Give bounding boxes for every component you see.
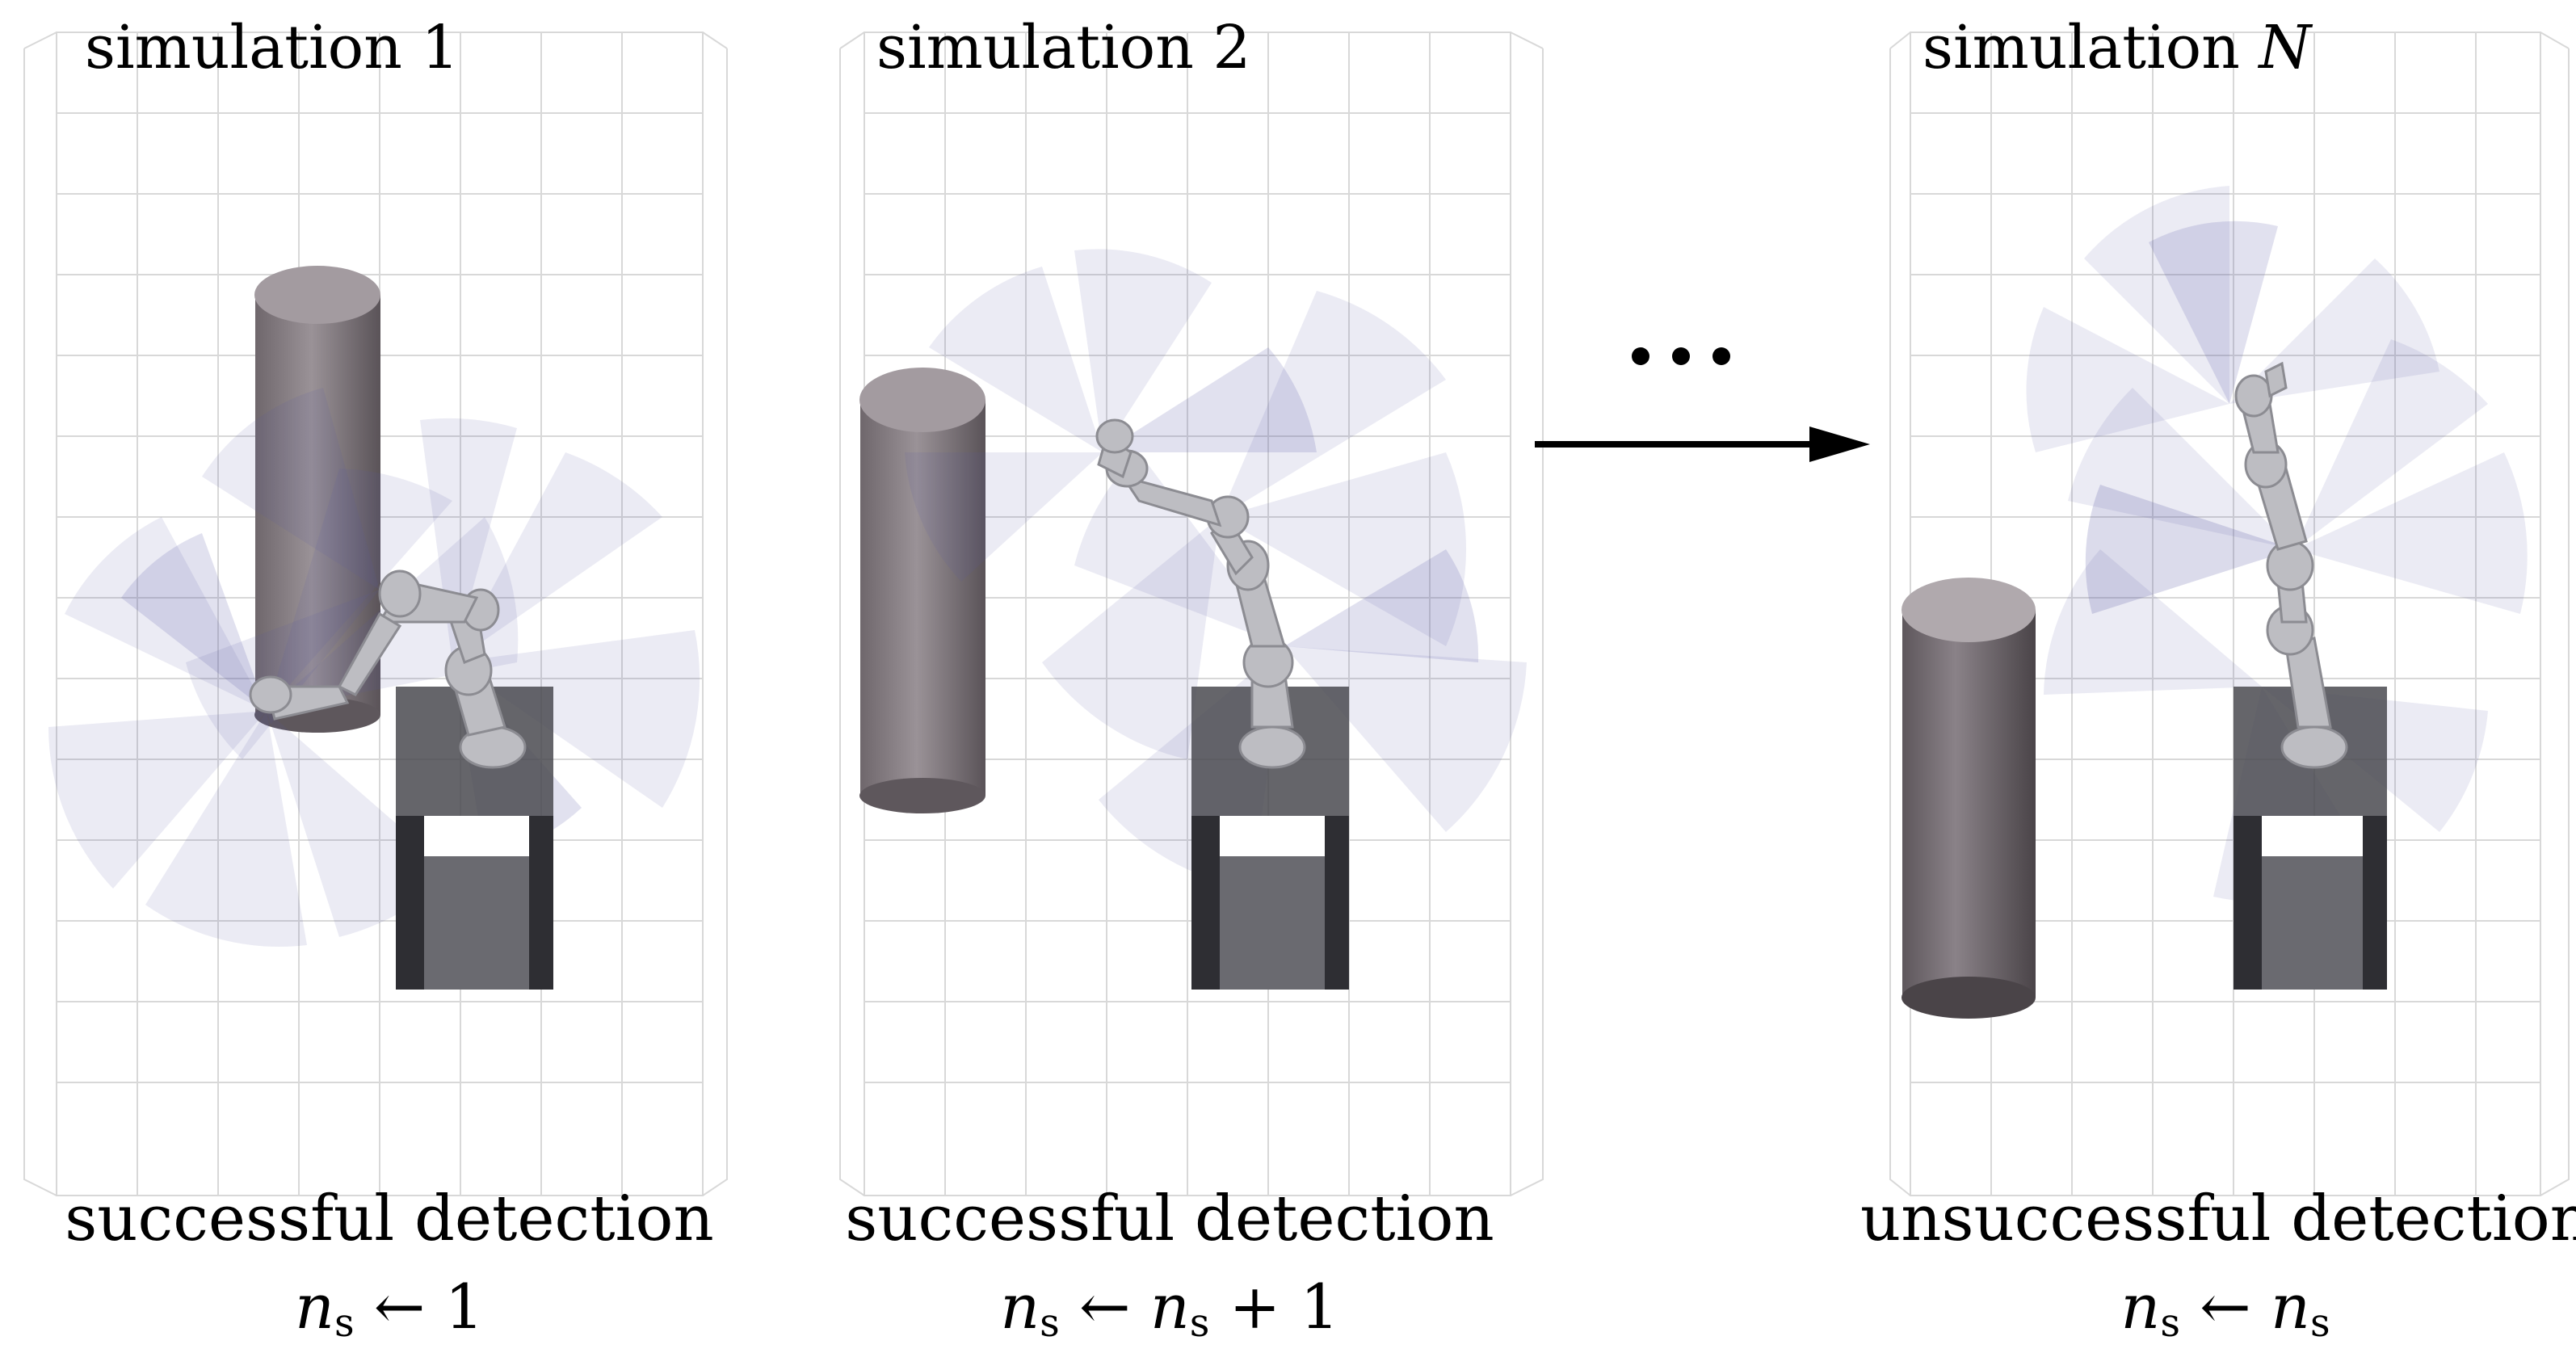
formula-rhs-op: + [1229,1271,1281,1343]
title-prefix: simulation [85,13,402,82]
simulation-panel-N: simulation N [1874,0,2576,1204]
formula-lhs: n [1000,1271,1040,1343]
title-prefix: simulation [876,13,1194,82]
arrow-right-icon [1535,427,1870,462]
formula-lhs-sub: s [2160,1301,2180,1346]
formula-lhs-sub: s [334,1301,355,1346]
formula-lhs: n [2120,1271,2161,1343]
simulation-panel-1: simulation 1 [0,0,728,1204]
robot-arm [1095,418,1306,769]
caption-1: successful detection [65,1183,714,1255]
formula-rhs-sub: s [2309,1301,2330,1346]
panel-title: simulation N [1923,18,2311,78]
formula-rhs-var: n [2271,1271,2310,1343]
title-number: 2 [1212,13,1251,82]
obstacle-cylinder [254,266,380,733]
formula-arrow: ← [2200,1271,2251,1343]
robot-table [2234,687,2387,990]
caption-2: successful detection [845,1183,1494,1255]
robot-arm [249,569,527,769]
formula-1: ns ← 1 [295,1276,484,1343]
sensor-cones [2026,186,2528,902]
robot-table [396,687,553,990]
title-prefix: simulation [1923,13,2240,82]
caption-N: unsuccessful detection [1860,1183,2576,1255]
robot-table [1191,687,1349,990]
formula-lhs: n [295,1271,334,1343]
formula-lhs-sub: s [1040,1301,1060,1346]
formula-rhs-num: 1 [444,1271,484,1343]
scene-N [1889,32,2570,1196]
obstacle-cylinder [859,368,985,813]
formula-rhs-num: 1 [1300,1271,1339,1343]
formula-arrow: ← [1078,1271,1131,1343]
robot-arm [2234,361,2348,769]
obstacle-cylinder [1902,578,2036,1019]
simulation-panel-2: simulation 2 [832,0,1559,1204]
panel-title: simulation 1 [85,18,460,78]
scene-2 [839,32,1544,1196]
panel-title: simulation 2 [876,18,1251,78]
formula-N: ns ← ns [2120,1276,2330,1343]
formula-arrow: ← [373,1271,426,1343]
title-number: N [2259,13,2312,82]
scene-1 [23,32,728,1196]
formula-rhs-sub: s [1189,1301,1210,1346]
workspace-grid [1889,32,2570,1196]
formula-rhs-var: n [1149,1271,1190,1343]
title-number: 1 [421,13,460,82]
formula-2: ns ← ns + 1 [1000,1276,1339,1343]
